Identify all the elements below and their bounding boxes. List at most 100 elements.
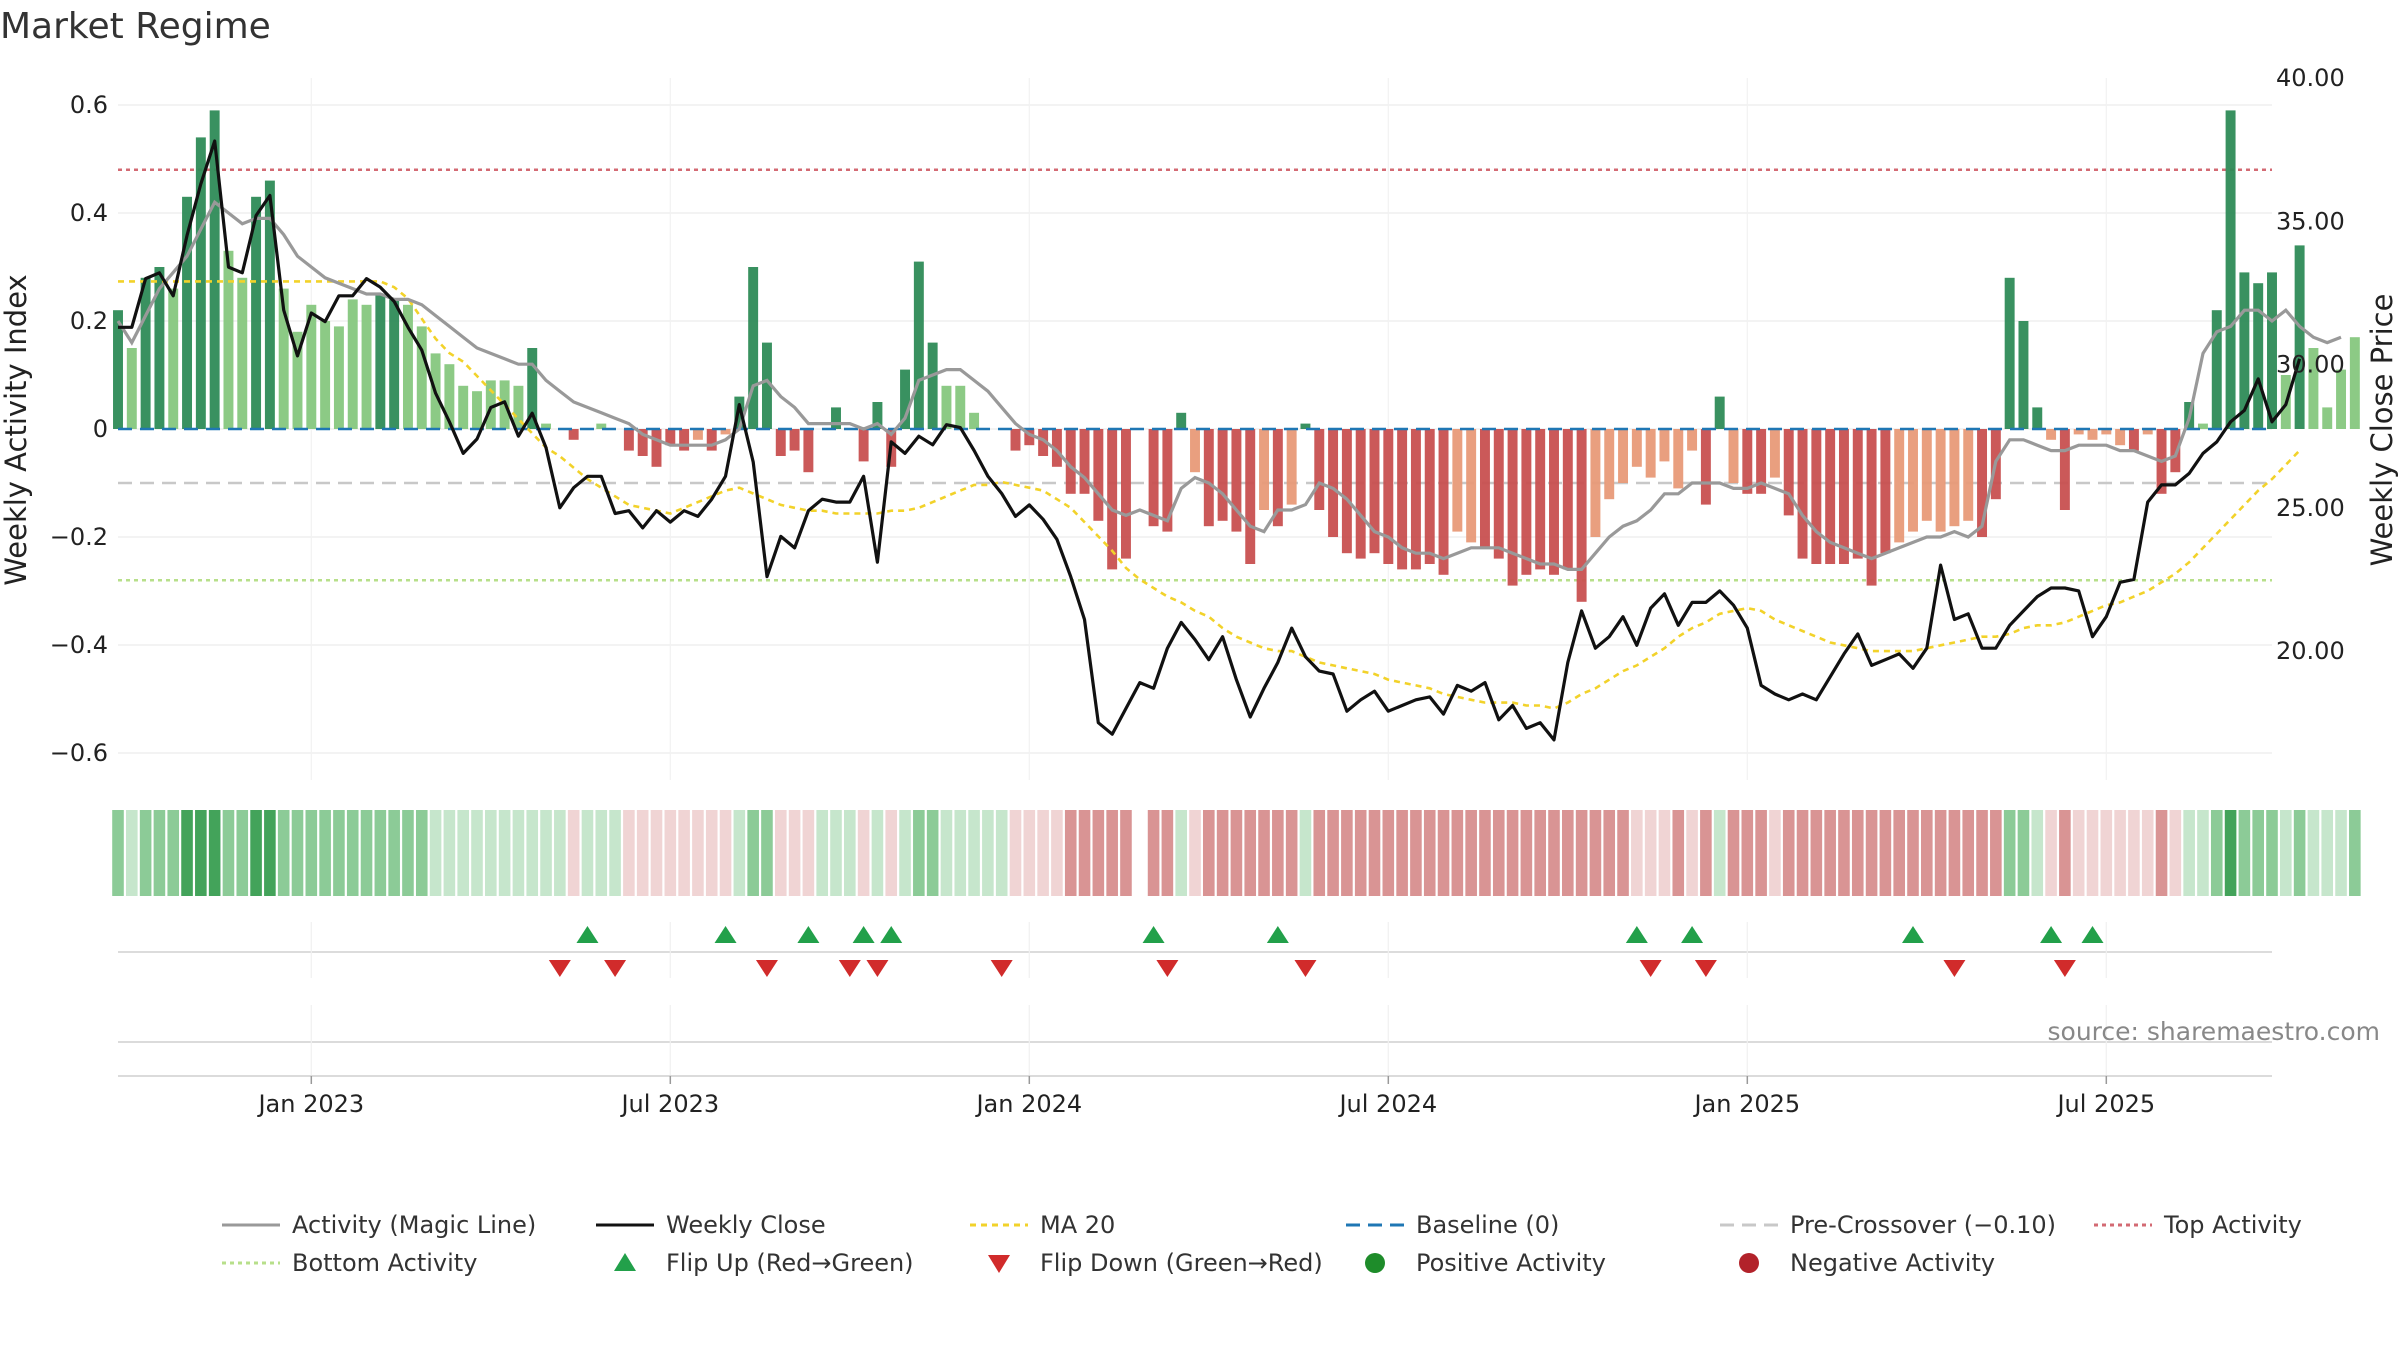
activity-bar-129 <box>1894 429 1905 543</box>
weekly-close-series <box>118 139 2302 742</box>
legend-item-4: Pre-Crossover (−0.10) <box>1720 1211 2056 1239</box>
activity-bar-8 <box>223 250 234 429</box>
activity-bar-47 <box>761 342 772 429</box>
activity-bar-85 <box>1286 429 1297 505</box>
regime-cell-6 <box>195 810 207 896</box>
regime-cell-116 <box>1713 810 1726 896</box>
regime-cell-86 <box>1299 810 1312 896</box>
legend-item-8: Flip Down (Green→Red) <box>988 1249 1323 1277</box>
activity-bar-130 <box>1908 429 1918 532</box>
activity-bar-25 <box>458 385 469 429</box>
activity-bar-58 <box>913 261 924 429</box>
regime-cell-105 <box>1562 810 1574 896</box>
regime-cell-137 <box>2003 810 2016 896</box>
regime-cell-143 <box>2086 810 2099 896</box>
x-tick-label-3: Jul 2024 <box>1337 1090 1437 1118</box>
legend-item-10: Negative Activity <box>1739 1249 1995 1277</box>
activity-bar-14 <box>306 304 317 429</box>
activity-bar-116 <box>1714 396 1725 429</box>
activity-bar-138 <box>2018 321 2029 429</box>
activity-bar-121 <box>1783 429 1794 516</box>
activity-bar-127 <box>1866 429 1877 586</box>
regime-cell-131 <box>1921 810 1933 896</box>
activity-bar-135 <box>1977 429 1988 537</box>
activity-bar-24 <box>444 364 455 429</box>
legend-label-1: Weekly Close <box>666 1211 826 1239</box>
activity-bar-27 <box>485 380 496 429</box>
activity-bar-79 <box>1203 429 1214 527</box>
activity-bar-145 <box>2115 429 2126 446</box>
regime-cell-125 <box>1838 810 1850 896</box>
regime-cell-149 <box>2169 810 2182 896</box>
regime-cell-157 <box>2280 810 2292 896</box>
activity-bar-156 <box>2267 272 2277 429</box>
flip-up-marker-10 <box>2040 926 2063 943</box>
regime-cell-132 <box>1934 810 1947 896</box>
activity-bar-7 <box>209 110 220 430</box>
activity-bar-123 <box>1811 429 1822 564</box>
flip-up-marker-0 <box>576 926 599 943</box>
regime-cell-148 <box>2155 810 2168 896</box>
activity-bar-82 <box>1245 429 1256 564</box>
activity-bar-134 <box>1963 429 1974 521</box>
regime-cell-156 <box>2266 810 2278 896</box>
regime-cell-55 <box>871 810 884 896</box>
activity-bar-16 <box>333 326 344 429</box>
activity-bar-21 <box>402 304 413 429</box>
magic-line <box>116 199 2342 572</box>
legend-swatch-7 <box>614 1253 636 1271</box>
activity-bar-11 <box>264 180 275 429</box>
regime-cell-27 <box>485 810 497 896</box>
activity-bar-100 <box>1493 429 1504 559</box>
activity-bar-61 <box>955 385 966 429</box>
activity-bar-42 <box>692 429 703 440</box>
activity-bar-50 <box>803 429 814 473</box>
regime-cell-145 <box>2114 810 2126 896</box>
flip-down-marker-10 <box>1943 960 1966 977</box>
regime-cell-67 <box>1037 810 1049 896</box>
activity-bar-93 <box>1397 429 1408 570</box>
activity-bar-124 <box>1825 429 1836 564</box>
activity-bar-149 <box>2170 429 2181 473</box>
activity-bar-112 <box>1659 429 1670 462</box>
activity-bar-43 <box>706 429 717 451</box>
activity-bar-57 <box>900 369 911 429</box>
regime-cell-161 <box>2335 810 2347 896</box>
regime-cell-34 <box>581 810 594 896</box>
regime-cell-14 <box>305 810 318 896</box>
regime-cell-119 <box>1755 810 1767 896</box>
regime-cell-107 <box>1589 810 1602 896</box>
x-axis: Jan 2023 Jul 2023 Jan 2024 Jul 2024 Jan 2025… <box>118 1075 2272 1118</box>
activity-bar-37 <box>623 429 634 451</box>
activity-bar-96 <box>1438 429 1449 575</box>
legend-item-3: Baseline (0) <box>1346 1211 1559 1239</box>
regime-cell-99 <box>1479 810 1491 896</box>
activity-bar-120 <box>1769 429 1780 478</box>
x-tick-label-0: Jan 2023 <box>256 1090 364 1118</box>
regime-cell-8 <box>222 810 235 896</box>
activity-bar-108 <box>1604 429 1615 500</box>
activity-bar-106 <box>1576 429 1587 602</box>
activity-bar-75 <box>1148 429 1159 527</box>
regime-cell-123 <box>1810 810 1823 896</box>
flip-down-marker-2 <box>755 960 778 977</box>
regime-cell-60 <box>940 810 953 896</box>
activity-bar-104 <box>1549 429 1559 575</box>
activity-bar-126 <box>1852 429 1863 559</box>
left-tick-label-6: −0.6 <box>50 739 108 767</box>
activity-bar-78 <box>1190 429 1200 473</box>
regime-cell-109 <box>1617 810 1629 896</box>
regime-cell-44 <box>719 810 732 896</box>
regime-cell-43 <box>705 810 718 896</box>
regime-cell-7 <box>208 810 221 896</box>
activity-bar-128 <box>1880 429 1891 554</box>
regime-cell-96 <box>1437 810 1450 896</box>
regime-cell-11 <box>264 810 276 896</box>
flip-down-marker-9 <box>1694 960 1717 977</box>
regime-cell-5 <box>181 810 193 896</box>
regime-cell-21 <box>402 810 414 896</box>
regime-cell-48 <box>774 810 787 896</box>
regime-cell-159 <box>2307 810 2320 896</box>
activity-bar-17 <box>347 299 358 429</box>
